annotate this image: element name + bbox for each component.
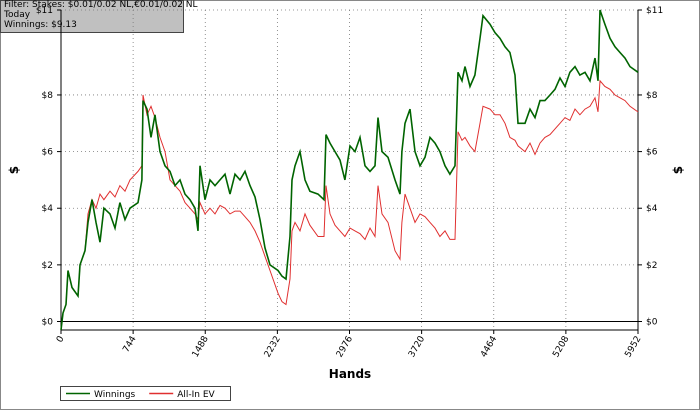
y2-tick-label: $0: [646, 318, 658, 328]
x-axis-label: Hands: [329, 367, 371, 381]
y2-tick-label: $11: [646, 6, 663, 16]
y-tick-label: $0: [42, 318, 54, 328]
y-tick-label: $4: [42, 204, 54, 214]
y-axis-label: $: [7, 166, 21, 174]
legend-box: [60, 386, 231, 401]
legend-label: Winnings: [94, 390, 136, 400]
y2-axis-label: $: [671, 166, 685, 174]
y-tick-label: $11: [36, 6, 53, 16]
y-tick-label: $2: [42, 261, 53, 271]
legend: Winnings All-In EV: [60, 386, 231, 401]
date-text: Today: [3, 10, 31, 20]
series-line: [60, 79, 639, 331]
legend-label: All-In EV: [177, 390, 215, 400]
series-line: [60, 9, 639, 331]
x-tick-label: 0: [55, 334, 67, 344]
y2-tick-label: $8: [646, 91, 658, 101]
winnings-text: Winnings: $9.13: [4, 20, 77, 30]
y-tick-label: $6: [42, 148, 54, 158]
y-tick-label: $8: [42, 91, 54, 101]
y2-tick-label: $2: [646, 261, 657, 271]
y2-tick-label: $6: [646, 148, 658, 158]
filter-text: Filter: Stakes: $0.01/0.02 NL,€0.01/0.02…: [4, 0, 198, 10]
y2-tick-label: $4: [646, 204, 658, 214]
filter-box: [0, 0, 184, 33]
